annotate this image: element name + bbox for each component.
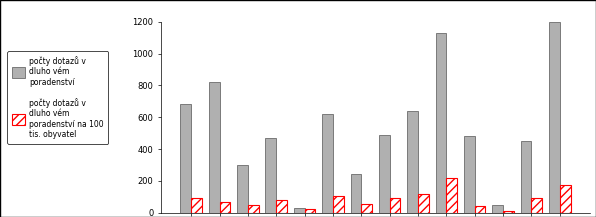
Bar — [361, 204, 372, 213]
Bar — [181, 104, 191, 213]
Bar — [549, 22, 560, 213]
Bar — [237, 165, 248, 213]
Bar — [191, 198, 202, 213]
Bar — [474, 206, 486, 213]
Bar — [219, 202, 230, 213]
Bar — [265, 138, 277, 213]
Bar — [407, 111, 418, 213]
Bar — [379, 135, 390, 213]
Bar — [209, 82, 219, 213]
Bar — [464, 136, 474, 213]
Bar — [333, 196, 344, 213]
Bar — [294, 208, 305, 213]
Bar — [503, 211, 514, 213]
Bar — [305, 209, 315, 213]
Bar — [521, 141, 532, 213]
Bar — [446, 178, 457, 213]
Bar — [277, 200, 287, 213]
Bar — [560, 185, 570, 213]
Bar — [350, 174, 361, 213]
Bar — [436, 33, 446, 213]
Legend: počty dotazů v
dluho vém
poradenství, počty dotazů v
dluho vém
poradenství na 10: počty dotazů v dluho vém poradenství, po… — [7, 51, 108, 144]
Bar — [248, 205, 259, 213]
Bar — [492, 205, 503, 213]
Bar — [532, 197, 542, 213]
Bar — [418, 194, 429, 213]
Bar — [390, 197, 401, 213]
Bar — [322, 114, 333, 213]
